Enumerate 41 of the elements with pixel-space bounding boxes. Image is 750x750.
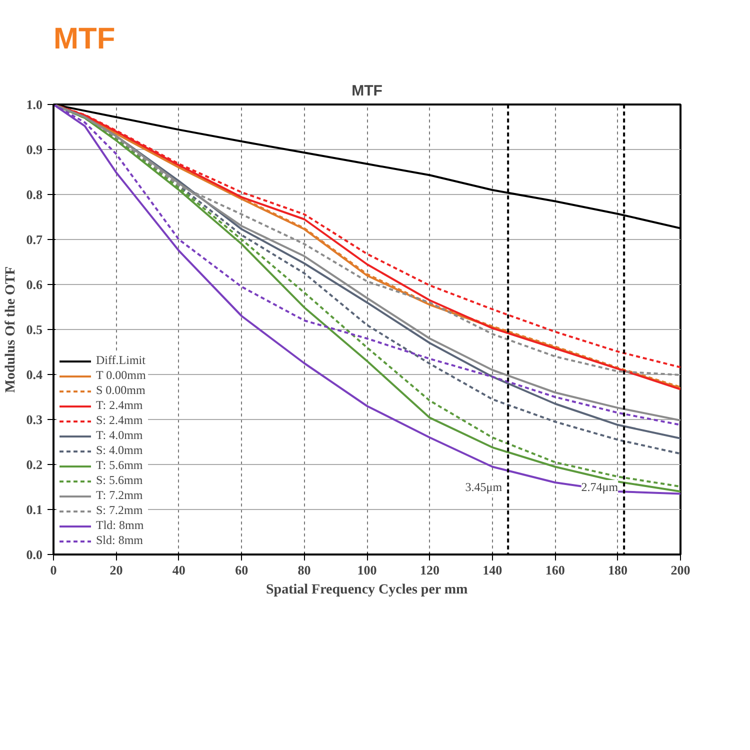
- x-tick-label: 40: [172, 562, 186, 578]
- x-tick-label: 140: [482, 562, 502, 578]
- x-tick-label: 80: [298, 562, 311, 578]
- legend-label: S: 2.4mm: [96, 413, 143, 428]
- chart-subtitle: MTF: [352, 82, 382, 100]
- chart-title: MTF: [54, 22, 116, 56]
- x-tick-label: 100: [357, 562, 377, 578]
- x-tick-label: 160: [545, 562, 565, 578]
- x-tick-label: 20: [110, 562, 123, 578]
- y-tick-label: 0.0: [26, 547, 42, 562]
- legend-label: Sld: 8mm: [96, 533, 144, 548]
- y-tick-label: 0.9: [26, 142, 43, 157]
- legend-label: T: 7.2mm: [96, 488, 143, 503]
- legend-label: T: 5.6mm: [96, 458, 143, 473]
- legend-label: T 0.00mm: [96, 368, 146, 383]
- legend-label: S: 7.2mm: [96, 503, 143, 518]
- y-tick-label: 0.1: [26, 502, 42, 517]
- legend-label: Tld: 8mm: [96, 518, 144, 533]
- ref-line-label: 3.45μm: [465, 480, 503, 494]
- x-tick-label: 120: [420, 562, 440, 578]
- x-tick-label: 200: [670, 562, 690, 578]
- x-tick-label: 180: [608, 562, 628, 578]
- y-tick-label: 1.0: [26, 97, 42, 112]
- y-tick-label: 0.3: [26, 412, 43, 427]
- y-axis-title: Modulus Of the OTF: [3, 266, 18, 393]
- y-tick-label: 0.8: [26, 187, 43, 202]
- ref-line-label: 2.74μm: [581, 480, 619, 494]
- legend-label: S: 5.6mm: [96, 473, 143, 488]
- y-tick-label: 0.7: [26, 232, 43, 247]
- legend-label: Diff.Limit: [96, 353, 146, 368]
- x-axis-title: Spatial Frequency Cycles per mm: [266, 582, 468, 598]
- y-tick-label: 0.2: [26, 457, 42, 472]
- x-tick-label: 60: [235, 562, 248, 578]
- y-tick-label: 0.5: [26, 322, 43, 337]
- legend-label: T: 4.0mm: [96, 428, 143, 443]
- y-tick-label: 0.4: [26, 367, 43, 382]
- legend-label: S: 4.0mm: [96, 443, 143, 458]
- y-tick-label: 0.6: [26, 277, 43, 292]
- x-tick-label: 0: [50, 562, 57, 578]
- legend-label: S 0.00mm: [96, 383, 146, 398]
- legend-label: T: 2.4mm: [96, 398, 143, 413]
